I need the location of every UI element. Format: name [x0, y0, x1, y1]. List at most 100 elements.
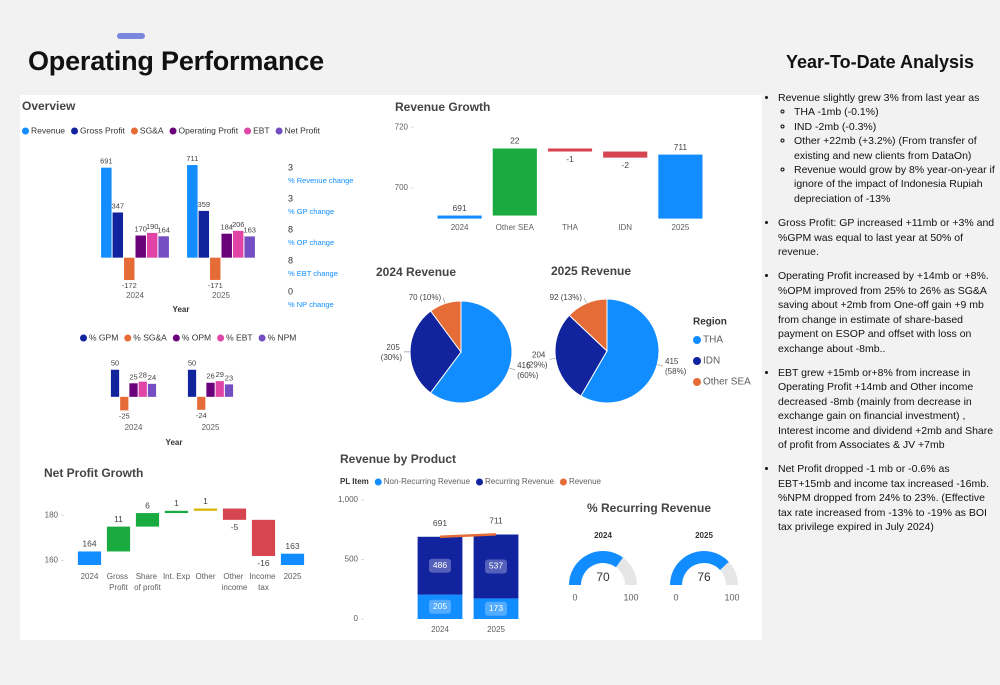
- y-tick-label: 180: [45, 510, 59, 519]
- x-tick-label: 2024: [431, 625, 449, 634]
- y-tick-label: 1,000: [338, 495, 359, 504]
- legend-marker: [693, 378, 701, 386]
- x-tick-label: IDN: [618, 223, 632, 232]
- gauge-fill: [569, 551, 623, 585]
- chart-title: 2024 Revenue: [376, 265, 456, 279]
- bullet-list: Revenue slightly grew 3% from last year …: [764, 91, 996, 534]
- bar: [232, 230, 244, 258]
- bullet: Net Profit dropped -1 mb or -0.6% as EBT…: [778, 462, 996, 534]
- bar: [129, 383, 138, 397]
- data-label: 163: [285, 541, 299, 551]
- bar: [210, 257, 221, 280]
- data-label: 92 (13%): [550, 293, 583, 302]
- chart-title: Revenue by Product: [340, 452, 456, 466]
- x-tick-label: 2025: [284, 572, 302, 581]
- data-label: 173: [489, 603, 503, 613]
- kpi-value: 8: [288, 255, 293, 265]
- bullet-text: Gross Profit: GP increased +11mb or +3% …: [778, 217, 995, 259]
- x-tick-label: Other SEA: [496, 223, 535, 232]
- pie-slice: [429, 300, 513, 404]
- data-label: 6: [145, 500, 150, 510]
- gauge-category: 2025: [695, 531, 713, 540]
- x-tick-label: Int. Exp: [163, 572, 191, 581]
- legend-marker: [71, 127, 79, 135]
- data-label: 691: [100, 157, 113, 166]
- data-label: -5: [231, 522, 239, 532]
- data-label: 537: [489, 561, 503, 571]
- legend-marker: [374, 478, 382, 486]
- x-tick-label: 2024: [81, 572, 99, 581]
- legend-marker: [258, 334, 266, 342]
- leader-line: [549, 358, 556, 360]
- legend-label: Non-Recurring Revenue: [384, 477, 471, 486]
- legend-marker: [693, 357, 701, 365]
- leader-line: [442, 297, 446, 304]
- kpi-value: 3: [288, 193, 293, 203]
- data-label: 11: [114, 514, 123, 524]
- bar: [147, 383, 157, 397]
- legend-label: % GPM: [89, 332, 118, 342]
- x-axis-title: Year: [173, 305, 190, 314]
- x-tick-label: 2025: [212, 291, 230, 300]
- pie-slice: [580, 298, 660, 404]
- bar: [124, 257, 135, 281]
- bullet: Operating Profit increased by +14mb or +…: [778, 269, 996, 355]
- legend-marker: [124, 334, 132, 342]
- y-tick-label: 500: [345, 555, 359, 564]
- legend-label: Net Profit: [285, 125, 321, 135]
- analysis-title: Year-To-Date Analysis: [785, 52, 975, 72]
- bar-segment: [473, 534, 519, 599]
- data-label: 691: [453, 203, 467, 213]
- bar: [158, 236, 169, 258]
- data-label: -24: [196, 411, 207, 420]
- bar: [197, 396, 206, 410]
- bar: [112, 212, 124, 258]
- leader-line: [509, 367, 516, 371]
- gauge-max: 100: [623, 592, 638, 602]
- x-tick-label: THA: [562, 223, 579, 232]
- x-tick-label: Income tax: [249, 572, 277, 592]
- x-tick-label: 2024: [451, 223, 469, 232]
- data-label: 25: [129, 372, 137, 381]
- bar: [215, 381, 224, 397]
- kpi-value: 3: [288, 162, 293, 172]
- bullet: Revenue slightly grew 3% from last year …: [778, 91, 996, 206]
- data-label: 50: [111, 359, 119, 368]
- legend-label: IDN: [703, 356, 720, 367]
- x-tick-label: Share of profit: [134, 572, 161, 592]
- data-label: 29: [216, 370, 224, 379]
- bar: [198, 210, 210, 258]
- sub-bullet: Revenue would grow by 8% year-on-year if…: [794, 163, 996, 206]
- x-tick-label: 2024: [126, 291, 144, 300]
- bullet-text: Operating Profit increased by +14mb or +…: [778, 270, 989, 355]
- legend-label: % OPM: [182, 332, 211, 342]
- data-label: 164: [82, 539, 96, 549]
- chart-title: 2025 Revenue: [551, 264, 631, 278]
- sub-bullet-text: Revenue would grow by 8% year-on-year if…: [794, 164, 995, 205]
- legend-label: Revenue: [31, 125, 65, 135]
- data-label: 70 (10%): [409, 293, 442, 302]
- line-series: [439, 533, 497, 539]
- sub-bullet: IND -2mb (-0.3%): [794, 120, 996, 134]
- legend-marker: [244, 127, 252, 135]
- chart-title: % Recurring Revenue: [587, 501, 711, 515]
- legend-title: Region: [693, 317, 727, 328]
- bar: [135, 235, 146, 258]
- sub-bullet: Other +22mb (+3.2%) (From transfer of ex…: [794, 134, 996, 163]
- data-label: -16: [257, 558, 270, 568]
- y-tick-label: 160: [45, 556, 59, 565]
- decoration: [117, 33, 145, 39]
- data-label: 28: [139, 371, 147, 380]
- y-tick-label: 0: [354, 614, 359, 623]
- data-label: -171: [208, 281, 223, 290]
- x-tick-label: 2025: [487, 625, 505, 634]
- bar: [146, 232, 158, 258]
- data-label: -25: [119, 411, 130, 420]
- legend-label: SG&A: [140, 125, 164, 135]
- gauge-category: 2024: [594, 531, 612, 540]
- kpi-value: 0: [288, 286, 293, 296]
- legend-label: Operating Profit: [179, 125, 239, 135]
